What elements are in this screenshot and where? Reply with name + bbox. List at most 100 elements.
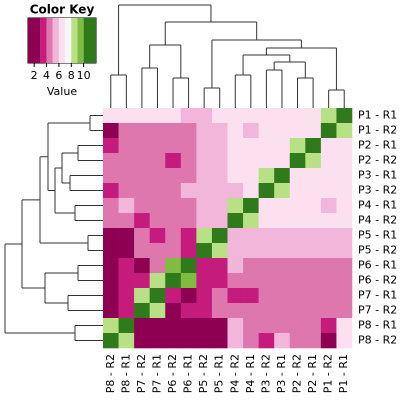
heat-cell [274,153,291,169]
key-tick-label: 2 [31,69,38,82]
heat-cell [149,243,166,259]
heat-cell [134,243,150,259]
heat-cell [134,288,150,304]
heat-cell [274,168,291,184]
heat-cell [320,153,337,169]
heat-cell [180,168,197,184]
heat-cell [118,138,135,154]
heat-cell [149,318,166,334]
heat-cell [258,333,275,349]
heat-cell [211,288,228,304]
heat-cell [149,228,166,244]
heat-cell [103,243,119,259]
heat-cell [243,303,259,319]
column-label: P1 - R2 [322,354,335,393]
heat-cell [134,333,150,349]
heat-cell [258,183,275,199]
heat-cell [180,303,197,319]
heat-cell [149,258,166,274]
heat-cell [211,273,228,289]
heat-cell [196,168,213,184]
heat-cell [165,228,182,244]
column-label: P1 - R1 [337,354,350,393]
key-swatch [52,18,59,63]
heat-cell [165,258,182,274]
heat-cell [196,213,213,229]
heat-cell [118,168,135,184]
heat-cell [336,318,353,334]
heat-cell [196,198,213,214]
heat-cell [180,108,197,124]
heat-cell [243,168,259,184]
heat-cell [165,168,182,184]
key-swatch [28,18,41,63]
heat-cell [196,138,213,154]
heat-cell [274,258,291,274]
heat-cell [196,333,213,349]
heat-cell [305,303,322,319]
heat-cell [258,228,275,244]
heat-cell [305,138,322,154]
heat-cell [196,228,213,244]
heat-cell [149,183,166,199]
heat-cell [289,198,306,214]
heat-cell [243,198,259,214]
heat-cell [211,183,228,199]
heat-cell [149,303,166,319]
heat-cell [320,288,337,304]
heat-cell [289,108,306,124]
heat-cell [165,273,182,289]
heat-cell [320,168,337,184]
heat-cell [289,288,306,304]
heat-cell [258,243,275,259]
heat-cell [196,258,213,274]
row-label: P4 - R1 [358,199,397,212]
heat-cell [103,153,119,169]
heat-cell [134,213,150,229]
heat-cell [180,288,197,304]
heat-cell [274,243,291,259]
heat-cell [165,153,182,169]
heat-cell [165,243,182,259]
column-label: P4 - R1 [244,354,257,393]
column-label: P5 - R1 [213,354,226,393]
heat-cell [180,273,197,289]
row-label: P7 - R1 [358,289,397,302]
heat-cell [165,303,182,319]
heat-cell [243,288,259,304]
heat-cell [118,183,135,199]
heat-cell [274,123,291,139]
column-label: P8 - R1 [119,354,132,393]
heat-cell [149,333,166,349]
heat-cell [305,318,322,334]
heat-cell [320,273,337,289]
heat-cell [165,213,182,229]
heat-cell [289,183,306,199]
heat-cell [165,138,182,154]
heat-cell [227,213,244,229]
heat-cell [227,303,244,319]
heat-cell [227,153,244,169]
heat-cell [149,288,166,304]
heat-cell [336,198,353,214]
heat-cell [118,108,135,124]
heat-cell [305,183,322,199]
heat-cell [103,168,119,184]
key-tick-label: 4 [43,69,50,82]
heat-cell [134,228,150,244]
heat-cell [243,123,259,139]
heat-cell [243,213,259,229]
heat-cell [289,213,306,229]
heat-cell [211,213,228,229]
heat-cell [258,288,275,304]
heat-cell [305,168,322,184]
heat-cell [211,168,228,184]
heat-cell [243,243,259,259]
key-swatch [65,18,72,63]
row-label: P2 - R1 [358,139,397,152]
heat-cell [336,333,353,349]
heat-cell [305,228,322,244]
column-label: P6 - R2 [166,354,179,393]
heat-cell [103,198,119,214]
heat-cell [289,258,306,274]
